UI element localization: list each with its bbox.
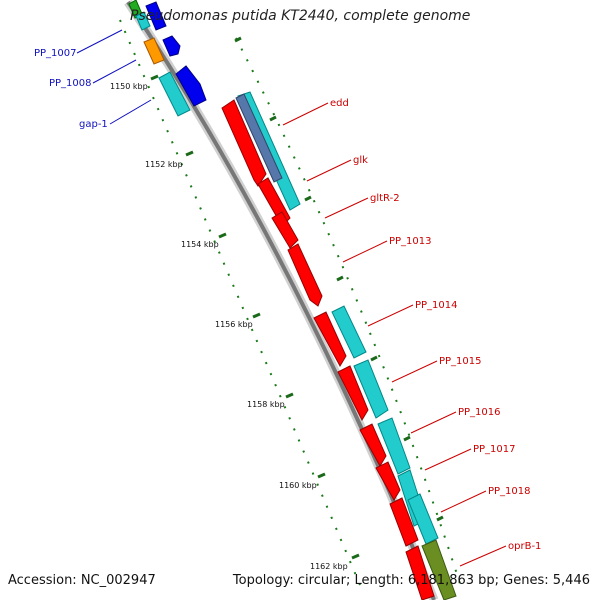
tick-mark bbox=[218, 232, 227, 239]
gene-label: PP_1014 bbox=[415, 300, 458, 311]
leader-line bbox=[459, 545, 507, 567]
kbp-label: 1150 kbp bbox=[110, 82, 148, 91]
kbp-label: 1160 kbp bbox=[279, 481, 317, 490]
leader-line bbox=[440, 490, 487, 513]
kbp-label: 1154 kbp bbox=[181, 240, 219, 249]
feature-red bbox=[221, 99, 267, 187]
gene-label: gap-1 bbox=[79, 119, 108, 130]
feature-blue bbox=[145, 1, 167, 31]
leader-line bbox=[282, 102, 329, 126]
feature-cyan bbox=[331, 305, 367, 359]
feature-red bbox=[359, 423, 387, 467]
gene-label: gltR-2 bbox=[370, 193, 400, 204]
map-title-overlay: Pseudomonas putida KT2440, complete geno… bbox=[130, 8, 471, 24]
topology-text: Topology: circular; Length: 6,181,863 bp… bbox=[232, 573, 590, 588]
leader-line bbox=[92, 59, 137, 84]
leader-line bbox=[424, 448, 472, 471]
feature-cyan bbox=[353, 359, 389, 419]
leader-line bbox=[391, 360, 438, 383]
gene-label: PP_1018 bbox=[488, 486, 531, 497]
leader-line bbox=[324, 197, 369, 219]
left-features bbox=[128, 0, 207, 117]
gene-label: PP_1008 bbox=[49, 78, 92, 89]
feature-orange bbox=[143, 37, 165, 65]
gene-label: PP_1016 bbox=[458, 407, 501, 418]
tick-mark bbox=[269, 115, 277, 122]
gene-label: PP_1013 bbox=[389, 236, 432, 247]
tick-mark bbox=[150, 74, 159, 81]
tick-mark bbox=[252, 312, 261, 319]
gene-label: oprB-1 bbox=[508, 541, 541, 552]
tick-mark bbox=[351, 553, 360, 560]
feature-blue bbox=[175, 65, 207, 107]
feature-cyan bbox=[407, 493, 439, 545]
feature-red bbox=[313, 311, 347, 368]
feature-cyan bbox=[158, 71, 191, 117]
left-leaders bbox=[76, 29, 152, 125]
leader-line bbox=[342, 240, 388, 263]
tick-mark bbox=[185, 150, 194, 157]
right-features bbox=[221, 91, 457, 600]
inner-ruler bbox=[119, 19, 361, 586]
right-leaders bbox=[282, 102, 507, 567]
leader-line bbox=[306, 159, 352, 182]
feature-blue bbox=[162, 35, 181, 57]
feature-red bbox=[287, 243, 323, 307]
tick-mark bbox=[403, 435, 411, 442]
tick-mark bbox=[304, 195, 312, 202]
tick-mark bbox=[336, 275, 344, 282]
kbp-ticks bbox=[150, 74, 360, 560]
leader-line bbox=[410, 411, 457, 434]
feature-red bbox=[337, 365, 369, 422]
feature-cyan bbox=[377, 417, 411, 475]
feature-red bbox=[405, 545, 435, 600]
kbp-label: 1156 kbp bbox=[215, 320, 253, 329]
tick-mark bbox=[234, 36, 242, 43]
feature-olive bbox=[421, 539, 457, 600]
tick-mark bbox=[370, 355, 378, 362]
tick-mark bbox=[436, 515, 444, 522]
right-gene-labels: edd glk gltR-2 PP_1013 PP_1014 PP_1015 P… bbox=[330, 98, 541, 552]
kbp-labels: 1150 kbp 1152 kbp 1154 kbp 1156 kbp 1158… bbox=[110, 82, 348, 571]
tick-mark bbox=[285, 392, 294, 399]
feature-cyan bbox=[135, 11, 151, 31]
feature-blue bbox=[235, 93, 283, 183]
left-gene-labels: PP_1007 PP_1008 gap-1 bbox=[34, 48, 108, 130]
gene-label: PP_1015 bbox=[439, 356, 482, 367]
outer-ticks bbox=[234, 36, 444, 522]
kbp-label: 1162 kbp bbox=[310, 562, 348, 571]
leader-line bbox=[367, 304, 414, 327]
gene-label: edd bbox=[330, 98, 349, 109]
feature-red bbox=[271, 211, 299, 249]
kbp-label: 1158 kbp bbox=[247, 400, 285, 409]
gene-label: PP_1017 bbox=[473, 444, 516, 455]
gene-label: glk bbox=[353, 155, 368, 166]
leader-line bbox=[109, 99, 152, 125]
outer-ruler bbox=[235, 37, 463, 591]
leader-line bbox=[76, 29, 123, 54]
kbp-label: 1152 kbp bbox=[145, 160, 183, 169]
accession-text: Accession: NC_002947 bbox=[8, 573, 156, 588]
feature-red bbox=[375, 461, 401, 501]
feature-red bbox=[389, 497, 419, 547]
tick-mark bbox=[317, 472, 326, 479]
gene-label: PP_1007 bbox=[34, 48, 77, 59]
